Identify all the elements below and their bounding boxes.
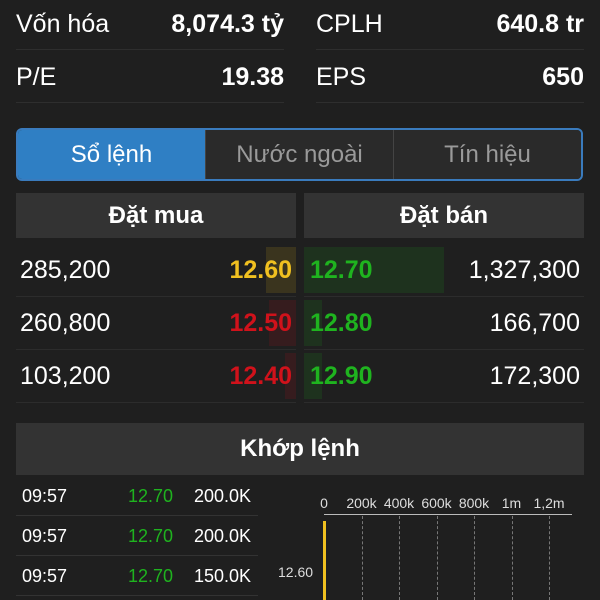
grid-line [474, 516, 475, 600]
x-tick-label: 0 [320, 495, 328, 511]
stat-value: 640.8 tr [496, 10, 584, 38]
ask-volume: 166,700 [489, 309, 580, 337]
x-tick-label: 1,2m [533, 495, 565, 511]
bid-depth-bar [285, 353, 296, 399]
bid-row[interactable]: 260,800 12.50 [16, 297, 296, 350]
trade-row: 09:57 12.70 200.0K [16, 516, 258, 556]
trade-time: 09:57 [22, 566, 68, 586]
grid-line [361, 516, 363, 600]
stat-value: 650 [542, 63, 584, 91]
trade-price: 12.70 [128, 486, 174, 506]
ask-row[interactable]: 12.90 172,300 [304, 350, 584, 403]
bid-price: 12.50 [229, 309, 292, 337]
matched-header: Khớp lệnh [16, 423, 584, 475]
stat-pe: P/E 19.38 [16, 53, 284, 103]
trade-volume: 200.0K [194, 486, 252, 506]
bid-row[interactable]: 103,200 12.40 [16, 350, 296, 403]
grid-line [436, 516, 438, 600]
tab-signals[interactable]: Tín hiệu [393, 130, 581, 179]
stat-value: 8,074.3 tỷ [171, 10, 284, 38]
bid-row[interactable]: 285,200 12.60 [16, 244, 296, 297]
trade-time: 09:57 [22, 486, 68, 506]
stat-value: 19.38 [221, 63, 284, 91]
x-axis [324, 514, 572, 515]
stat-label: P/E [16, 63, 57, 91]
trade-price: 12.70 [128, 526, 174, 546]
ask-depth-bar [304, 353, 323, 399]
stat-eps: EPS 650 [316, 53, 584, 103]
ask-row[interactable]: 12.80 166,700 [304, 297, 584, 350]
grid-line [549, 516, 550, 600]
x-tick-label: 600k [421, 495, 452, 511]
y-label: 12.60 [278, 564, 314, 580]
ask-volume: 1,327,300 [468, 256, 580, 284]
trade-volume: 200.0K [194, 526, 252, 546]
ask-header: Đặt bán [304, 193, 584, 238]
bid-volume: 285,200 [20, 256, 111, 284]
tab-bar: Sổ lệnh Nước ngoài Tín hiệu [16, 128, 583, 181]
stat-market-cap: Vốn hóa 8,074.3 tỷ [16, 0, 284, 50]
ask-depth-bar [304, 300, 322, 346]
stat-shares: CPLH 640.8 tr [316, 0, 584, 50]
bid-price: 12.60 [229, 256, 292, 284]
x-tick-label: 400k [383, 495, 415, 511]
stat-label: CPLH [316, 10, 383, 38]
trade-volume: 150.0K [194, 566, 252, 586]
trade-row: 09:57 12.70 200.0K [16, 476, 258, 516]
ask-depth-bar [304, 247, 444, 293]
x-tick-label: 800k [458, 495, 490, 511]
ask-price: 12.90 [310, 362, 373, 390]
ask-row[interactable]: 12.70 1,327,300 [304, 244, 584, 297]
bid-volume: 260,800 [20, 309, 111, 337]
ask-volume: 172,300 [489, 362, 580, 390]
bid-price: 12.40 [229, 362, 292, 390]
tab-order-book[interactable]: Sổ lệnh [18, 130, 205, 179]
x-tick-label: 1m [501, 495, 522, 511]
bid-header: Đặt mua [16, 193, 296, 238]
bid-depth-bar [268, 300, 296, 346]
trade-time: 09:57 [22, 526, 68, 546]
bid-depth-bar [265, 247, 296, 293]
tab-foreign[interactable]: Nước ngoài [205, 130, 393, 179]
stat-label: EPS [316, 63, 367, 91]
ask-price: 12.80 [310, 309, 373, 337]
bid-volume: 103,200 [20, 362, 111, 390]
volume-bar [323, 521, 326, 600]
grid-line [511, 516, 513, 600]
stat-label: Vốn hóa [16, 10, 110, 38]
trade-price: 12.70 [128, 566, 174, 586]
ask-price: 12.70 [310, 256, 373, 284]
trade-row: 09:57 12.70 150.0K [16, 556, 258, 596]
grid-line [399, 516, 400, 600]
x-tick-label: 200k [346, 495, 377, 511]
